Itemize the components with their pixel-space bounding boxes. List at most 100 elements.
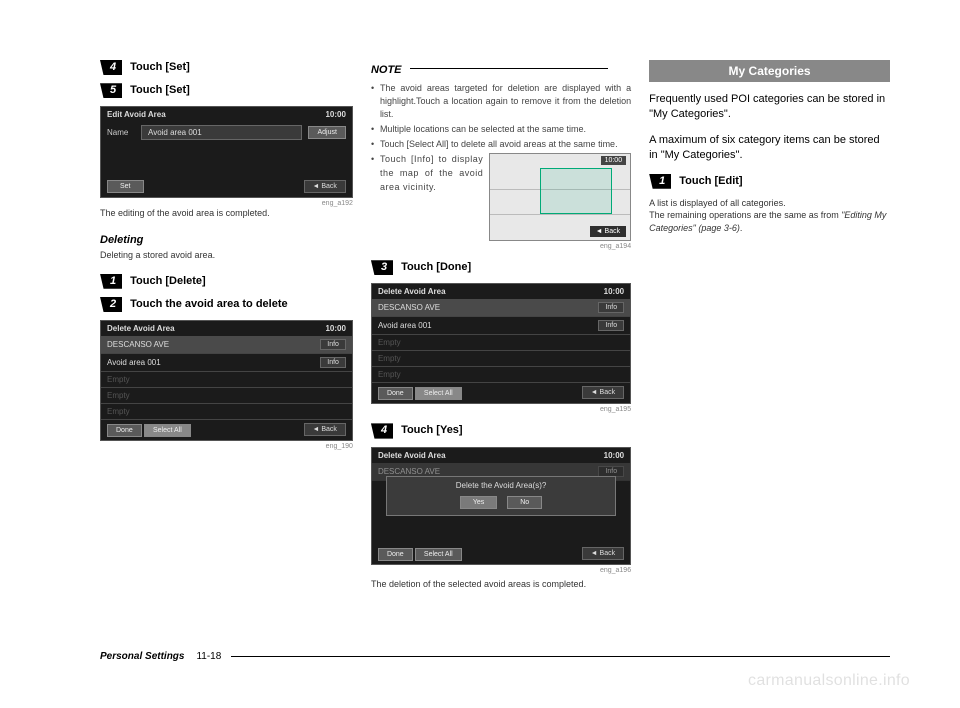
back-button[interactable]: ◄ Back [304, 423, 346, 436]
step-3-row: 3 Touch [Done] [371, 260, 631, 275]
body-paragraph: A maximum of six category items can be s… [649, 133, 890, 164]
info-button[interactable]: Info [320, 357, 346, 368]
note-item: Touch [Select All] to delete all avoid a… [371, 138, 631, 151]
step-4-row: 4 Touch [Yes] [371, 423, 631, 438]
select-all-button[interactable]: Select All [415, 548, 462, 561]
avoid-area-overlay [540, 168, 612, 214]
list-item-empty: Empty [372, 367, 630, 383]
screen-clock: 10:00 [601, 156, 627, 165]
select-all-button[interactable]: Select All [144, 424, 191, 437]
step-2-label: Touch the avoid area to delete [130, 298, 288, 310]
step-1-row: 1 Touch [Delete] [100, 274, 353, 289]
yes-caption: The deletion of the selected avoid areas… [371, 578, 631, 591]
list-item[interactable]: Avoid area 001 Info [101, 354, 352, 372]
step-3-label: Touch [Done] [401, 261, 471, 273]
step-1-label: Touch [Delete] [130, 275, 206, 287]
list-item-empty: Empty [372, 335, 630, 351]
screenshot-delete-avoid-area: Delete Avoid Area 10:00 DESCANSO AVE Inf… [100, 320, 353, 441]
name-label: Name [107, 128, 135, 137]
dialog-text: Delete the Avoid Area(s)? [393, 481, 609, 490]
list-item[interactable]: Avoid area 001 Info [372, 317, 630, 335]
step-4-label: Touch [Set] [130, 61, 190, 73]
screenshot-edit-avoid-area: Edit Avoid Area 10:00 Name Avoid area 00… [100, 106, 353, 198]
step-1-row: 1 Touch [Edit] [649, 174, 890, 189]
section-header: My Categories [649, 60, 890, 82]
step-4-number: 4 [371, 423, 393, 438]
set-button[interactable]: Set [107, 180, 144, 193]
screen-clock: 10:00 [604, 287, 624, 296]
list-item-empty: Empty [372, 351, 630, 367]
done-button[interactable]: Done [378, 548, 413, 561]
name-field: Avoid area 001 [141, 125, 302, 140]
back-button[interactable]: ◄ Back [590, 226, 626, 237]
image-id: eng_a192 [100, 200, 353, 207]
back-button[interactable]: ◄ Back [304, 180, 346, 193]
note-list: The avoid areas targeted for deletion ar… [371, 82, 631, 151]
step-4-label: Touch [Yes] [401, 424, 463, 436]
image-id: eng_a194 [371, 243, 631, 250]
screen-clock: 10:00 [325, 110, 345, 119]
column-left: 4 Touch [Set] 5 Touch [Set] Edit Avoid A… [100, 60, 353, 590]
step-5-number: 5 [100, 83, 122, 98]
step-3-number: 3 [371, 260, 393, 275]
footer-page: 11-18 [196, 651, 221, 662]
yes-button[interactable]: Yes [460, 496, 497, 509]
edit-caption: The editing of the avoid area is complet… [100, 207, 353, 220]
screen-title: Edit Avoid Area [107, 110, 166, 119]
step-1-number: 1 [649, 174, 671, 189]
image-id: eng_a195 [371, 406, 631, 413]
list-item-empty: Empty [101, 372, 352, 388]
step-1-number: 1 [100, 274, 122, 289]
note-item: Multiple locations can be selected at th… [371, 123, 631, 136]
step-1-label: Touch [Edit] [679, 175, 742, 187]
step-5-label: Touch [Set] [130, 84, 190, 96]
sub-text: The remaining operations are the same as… [649, 209, 890, 234]
screenshot-confirm-delete: Delete Avoid Area 10:00 DESCANSO AVE Inf… [371, 447, 631, 565]
info-button[interactable]: Info [598, 302, 624, 313]
step-4-number: 4 [100, 60, 122, 75]
step-4-row: 4 Touch [Set] [100, 60, 353, 75]
back-button[interactable]: ◄ Back [582, 547, 624, 560]
list-item-empty: Empty [101, 404, 352, 420]
watermark: carmanualsonline.info [748, 672, 910, 690]
column-center: NOTE The avoid areas targeted for deleti… [371, 60, 631, 590]
image-id: eng_a196 [371, 567, 631, 574]
note-item-with-map: Touch [Info] to display the map of the a… [371, 153, 631, 241]
page: 4 Touch [Set] 5 Touch [Set] Edit Avoid A… [0, 0, 960, 630]
no-button[interactable]: No [507, 496, 542, 509]
deleting-subtext: Deleting a stored avoid area. [100, 249, 353, 262]
image-id: eng_190 [100, 443, 353, 450]
info-button[interactable]: Info [598, 320, 624, 331]
column-right: My Categories Frequently used POI catego… [649, 60, 890, 590]
back-button[interactable]: ◄ Back [582, 386, 624, 399]
select-all-button[interactable]: Select All [415, 387, 462, 400]
screenshot-delete-done: Delete Avoid Area 10:00 DESCANSO AVE Inf… [371, 283, 631, 404]
screen-title: Delete Avoid Area [378, 287, 446, 296]
confirm-dialog: Delete the Avoid Area(s)? Yes No [386, 476, 616, 516]
sub-text: A list is displayed of all categories. [649, 197, 890, 210]
step-5-row: 5 Touch [Set] [100, 83, 353, 98]
note-item: Touch [Info] to display the map of the a… [371, 153, 483, 241]
footer-section: Personal Settings [100, 651, 184, 662]
note-header: NOTE [371, 60, 631, 78]
list-item[interactable]: DESCANSO AVE Info [372, 299, 630, 317]
screen-clock: 10:00 [325, 324, 345, 333]
done-button[interactable]: Done [107, 424, 142, 437]
step-2-row: 2 Touch the avoid area to delete [100, 297, 353, 312]
deleting-heading: Deleting [100, 234, 353, 246]
step-2-number: 2 [100, 297, 122, 312]
screen-clock: 10:00 [604, 451, 624, 460]
list-item[interactable]: DESCANSO AVE Info [101, 336, 352, 354]
screen-title: Delete Avoid Area [107, 324, 175, 333]
page-footer: Personal Settings 11-18 [100, 651, 890, 662]
body-paragraph: Frequently used POI categories can be st… [649, 92, 890, 123]
done-button[interactable]: Done [378, 387, 413, 400]
screenshot-map: 10:00 ◄ Back [489, 153, 631, 241]
list-item-empty: Empty [101, 388, 352, 404]
adjust-button[interactable]: Adjust [308, 126, 345, 139]
footer-rule [231, 656, 890, 657]
note-item: The avoid areas targeted for deletion ar… [371, 82, 631, 121]
screen-title: Delete Avoid Area [378, 451, 446, 460]
note-rule [410, 68, 608, 69]
info-button[interactable]: Info [320, 339, 346, 350]
